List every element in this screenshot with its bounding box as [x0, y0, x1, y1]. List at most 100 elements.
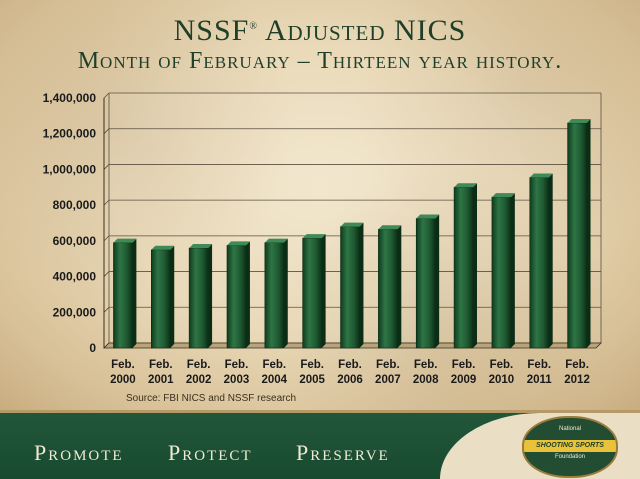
x-tick-label-line: Feb. — [149, 359, 173, 371]
x-tick-label-line: 2010 — [489, 374, 515, 386]
bar-side — [321, 234, 326, 348]
x-tick-label-line: Feb. — [187, 359, 211, 371]
gridline-depth — [103, 235, 110, 242]
y-tick-label: 800,000 — [53, 198, 97, 212]
x-tick-label: Feb. 2000 — [110, 359, 136, 386]
bar-top — [454, 183, 477, 188]
y-tick-label: 600,000 — [53, 234, 97, 248]
bar — [226, 245, 247, 349]
bar-top — [340, 222, 364, 227]
x-tick-label: Feb. 2009 — [451, 359, 477, 386]
chart-subtitle: Month of February – Thirteen year histor… — [77, 48, 563, 74]
bar-top — [378, 225, 402, 230]
y-tick-label: 1,400,000 — [43, 91, 97, 105]
gridline-depth — [103, 92, 110, 99]
slogan-preserve: Preserve — [296, 440, 390, 465]
x-tick-label: Feb. 2001 — [148, 359, 174, 386]
x-tick-label-line: Feb. — [527, 359, 551, 371]
logo-text-middle: SHOOTING SPORTS — [524, 440, 616, 452]
x-tick-label-line: 2009 — [451, 374, 477, 386]
title-rest: Adjusted NICS — [257, 14, 467, 47]
x-tick-label: Feb. 2004 — [262, 359, 288, 386]
gridline-depth — [103, 199, 110, 206]
bar-chart: 0 200,000 400,000 600,000 800,000 1,000,000 1,… — [43, 91, 602, 386]
slogan-promote: Promote — [34, 440, 124, 465]
x-tick-label-line: Feb. — [414, 359, 438, 371]
x-tick-label-line: 2000 — [110, 374, 136, 386]
source-note: Source: FBI NICS and NSSF research — [126, 393, 297, 404]
bar-side — [208, 244, 213, 348]
y-tick-label: 1,000,000 — [43, 162, 97, 176]
x-tick-label-line: Feb. — [225, 359, 249, 371]
bar-top — [302, 234, 326, 239]
bar-top — [567, 119, 591, 123]
x-tick-label-line: 2012 — [564, 374, 590, 386]
bar-side — [510, 193, 515, 348]
x-tick-label-line: 2011 — [527, 374, 553, 386]
x-tick-label-line: 2001 — [148, 374, 174, 386]
x-tick-label-line: 2006 — [337, 374, 363, 386]
x-tick-label: Feb. 2005 — [299, 359, 325, 386]
bar — [567, 122, 587, 349]
x-tick-label: Feb. 2010 — [489, 359, 515, 386]
x-tick-label: Feb. 2003 — [224, 359, 250, 386]
bar-top — [113, 238, 137, 243]
bar-side — [170, 245, 175, 348]
x-tick-label: Feb. 2007 — [375, 359, 401, 386]
bar-top — [529, 173, 553, 178]
bar — [491, 196, 512, 349]
bar-top — [416, 214, 440, 219]
x-tick-label-line: 2005 — [299, 374, 325, 386]
bar-side — [132, 238, 137, 348]
x-tick-label-line: Feb. — [376, 359, 400, 371]
logo-text-top: National — [558, 426, 581, 432]
bar-side — [473, 183, 477, 348]
bar-side — [586, 119, 591, 348]
x-tick-label: Feb. 2008 — [413, 359, 439, 386]
bar — [453, 186, 474, 349]
x-tick-label: Feb. 2012 — [564, 359, 590, 386]
x-tick-label-line: Feb. — [565, 359, 589, 371]
bar-top — [151, 245, 175, 250]
gridline-depth — [103, 164, 110, 170]
registered-mark: ® — [249, 21, 258, 32]
bar-side — [435, 214, 440, 348]
logo-text-bottom: Foundation — [554, 454, 586, 460]
gridline-depth — [103, 271, 110, 277]
bar-side — [283, 238, 288, 348]
bar — [264, 242, 285, 349]
chart-title: NSSF® Adjusted NICS — [0, 14, 640, 48]
bar — [113, 242, 133, 349]
x-tick-label-line: 2007 — [375, 374, 401, 386]
x-tick-label-line: 2008 — [413, 374, 439, 386]
bar — [415, 218, 436, 349]
bar — [529, 177, 549, 349]
x-tick-label-line: 2002 — [186, 374, 212, 386]
bar-top — [227, 241, 250, 246]
x-tick-label: Feb. 2006 — [337, 359, 363, 386]
y-tick-label: 1,200,000 — [43, 127, 97, 141]
bar-side — [548, 173, 553, 348]
y-tick-label: 0 — [89, 341, 96, 355]
bar — [188, 247, 209, 349]
x-tick-label-line: 2004 — [262, 374, 288, 386]
bar-top — [189, 244, 213, 248]
bar — [340, 226, 360, 349]
footer-divider — [0, 410, 640, 413]
bar — [302, 237, 322, 349]
y-tick-label: 200,000 — [53, 305, 97, 319]
y-tick-label: 400,000 — [53, 270, 97, 284]
x-tick-label-line: Feb. — [300, 359, 324, 371]
slogan-protect: Protect — [168, 440, 253, 465]
gridline-depth — [103, 128, 110, 134]
bar — [378, 228, 398, 349]
nssf-logo: National SHOOTING SPORTS Foundation — [522, 416, 618, 478]
x-tick-label-line: Feb. — [262, 359, 286, 371]
x-tick-label-line: 2003 — [224, 374, 250, 386]
title-brand: NSSF — [173, 14, 250, 47]
bar-side — [245, 241, 250, 348]
bar-side — [397, 225, 402, 348]
x-tick-label: Feb. 2002 — [186, 359, 212, 386]
x-tick-label-line: Feb. — [490, 359, 514, 371]
bar-top — [491, 193, 515, 198]
